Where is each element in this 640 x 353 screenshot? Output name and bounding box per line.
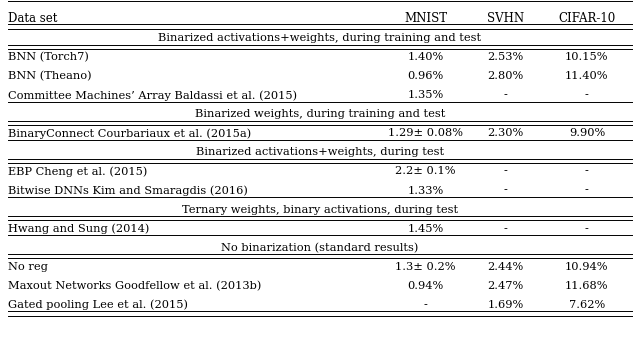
Text: 1.33%: 1.33% (408, 186, 444, 196)
Text: -: - (504, 167, 508, 176)
Text: BNN (Torch7): BNN (Torch7) (8, 52, 88, 62)
Text: 2.2± 0.1%: 2.2± 0.1% (396, 167, 456, 176)
Text: -: - (504, 186, 508, 196)
Text: BinaryConnect Courbariaux et al. (2015a): BinaryConnect Courbariaux et al. (2015a) (8, 128, 251, 139)
Text: Hwang and Sung (2014): Hwang and Sung (2014) (8, 223, 149, 234)
Text: 2.53%: 2.53% (488, 52, 524, 62)
Text: 1.35%: 1.35% (408, 90, 444, 100)
Text: Maxout Networks Goodfellow et al. (2013b): Maxout Networks Goodfellow et al. (2013b… (8, 281, 261, 291)
Text: 1.69%: 1.69% (488, 300, 524, 310)
Text: EBP Cheng et al. (2015): EBP Cheng et al. (2015) (8, 166, 147, 177)
Text: 2.80%: 2.80% (488, 71, 524, 81)
Text: 2.44%: 2.44% (488, 262, 524, 272)
Text: Binarized weights, during training and test: Binarized weights, during training and t… (195, 109, 445, 119)
Text: 1.29± 0.08%: 1.29± 0.08% (388, 128, 463, 138)
Text: 2.30%: 2.30% (488, 128, 524, 138)
Text: -: - (504, 224, 508, 234)
Text: -: - (585, 167, 589, 176)
Text: SVHN: SVHN (487, 12, 524, 25)
Text: 10.94%: 10.94% (565, 262, 609, 272)
Text: 2.47%: 2.47% (488, 281, 524, 291)
Text: -: - (585, 90, 589, 100)
Text: 1.40%: 1.40% (408, 52, 444, 62)
Text: Ternary weights, binary activations, during test: Ternary weights, binary activations, dur… (182, 205, 458, 215)
Text: Bitwise DNNs Kim and Smaragdis (2016): Bitwise DNNs Kim and Smaragdis (2016) (8, 185, 248, 196)
Text: -: - (585, 224, 589, 234)
Text: 11.40%: 11.40% (565, 71, 609, 81)
Text: CIFAR-10: CIFAR-10 (558, 12, 616, 25)
Text: -: - (424, 300, 428, 310)
Text: Data set: Data set (8, 12, 57, 25)
Text: 0.96%: 0.96% (408, 71, 444, 81)
Text: 0.94%: 0.94% (408, 281, 444, 291)
Text: No reg: No reg (8, 262, 47, 272)
Text: Committee Machines’ Array Baldassi et al. (2015): Committee Machines’ Array Baldassi et al… (8, 90, 297, 101)
Text: BNN (Theano): BNN (Theano) (8, 71, 92, 81)
Text: 11.68%: 11.68% (565, 281, 609, 291)
Text: 1.3± 0.2%: 1.3± 0.2% (396, 262, 456, 272)
Text: 9.90%: 9.90% (569, 128, 605, 138)
Text: No binarization (standard results): No binarization (standard results) (221, 243, 419, 253)
Text: 10.15%: 10.15% (565, 52, 609, 62)
Text: -: - (504, 90, 508, 100)
Text: 1.45%: 1.45% (408, 224, 444, 234)
Text: Binarized activations+weights, during training and test: Binarized activations+weights, during tr… (159, 33, 481, 43)
Text: Binarized activations+weights, during test: Binarized activations+weights, during te… (196, 148, 444, 157)
Text: 7.62%: 7.62% (569, 300, 605, 310)
Text: MNIST: MNIST (404, 12, 447, 25)
Text: -: - (585, 186, 589, 196)
Text: Gated pooling Lee et al. (2015): Gated pooling Lee et al. (2015) (8, 300, 188, 310)
